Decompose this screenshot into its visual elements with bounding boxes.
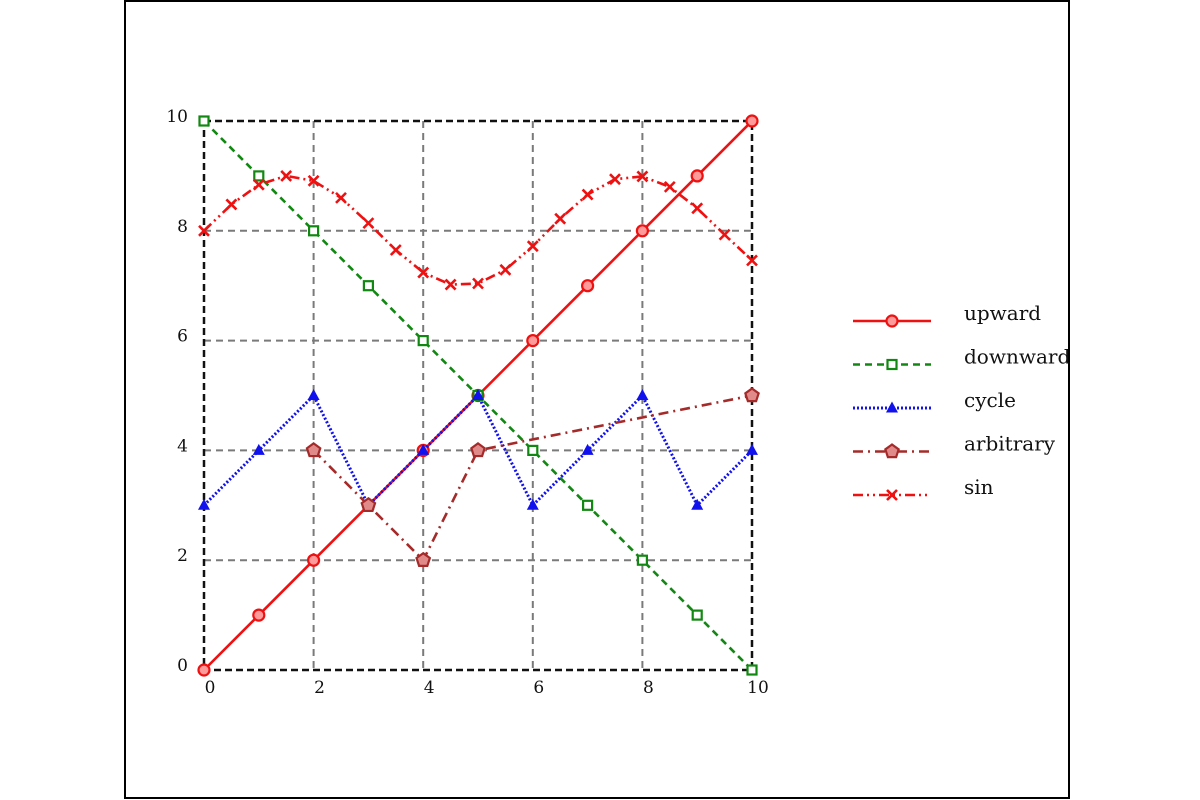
tick-labels: 0 2 4 6 8 10 0 2 4 6 8 10	[166, 107, 768, 698]
legend-label: upward	[964, 301, 1041, 325]
data-point	[308, 225, 320, 237]
x-tick-label: 0	[205, 678, 216, 698]
data-point	[746, 664, 758, 676]
data-point	[746, 254, 758, 267]
series-line-4	[203, 174, 753, 286]
data-point	[252, 608, 266, 622]
data-point	[253, 170, 265, 182]
data-point	[636, 389, 649, 400]
data-point	[554, 212, 567, 225]
data-point	[305, 442, 322, 458]
data-point	[417, 266, 430, 279]
data-point	[307, 553, 321, 567]
data-point	[362, 217, 375, 230]
data-point	[470, 442, 486, 458]
data-point	[526, 498, 539, 510]
data-point	[417, 443, 430, 455]
data-point	[198, 115, 210, 127]
series-3	[305, 387, 760, 567]
data-point	[472, 389, 484, 400]
x-tick-label: 10	[747, 678, 769, 698]
x-tick-label: 2	[314, 678, 325, 698]
data-point	[225, 198, 238, 211]
legend-marker	[885, 314, 899, 328]
legend-entry-0: upward	[853, 301, 1041, 328]
data-point	[663, 180, 676, 193]
x-tick-label: 4	[424, 678, 435, 698]
data-point	[636, 170, 649, 183]
data-point	[335, 191, 347, 204]
data-point	[580, 279, 595, 293]
legend-entry-1: downward	[853, 345, 1070, 371]
y-tick-label: 2	[177, 546, 188, 566]
data-point	[444, 278, 457, 291]
legend-label: arbitrary	[964, 432, 1056, 456]
series-4	[198, 169, 758, 291]
x-tick-label: 6	[533, 678, 544, 698]
legend-marker	[886, 358, 898, 371]
data-point	[198, 498, 210, 510]
y-tick-label: 4	[177, 436, 188, 456]
y-tick-label: 10	[166, 107, 188, 127]
data-point	[581, 188, 594, 201]
legend-marker	[886, 401, 898, 413]
legend-entry-4: sin	[853, 475, 994, 501]
data-point	[417, 335, 429, 347]
data-point	[415, 551, 432, 567]
legend-label: downward	[964, 345, 1070, 369]
data-point	[360, 496, 377, 513]
data-point	[280, 169, 293, 182]
legend-label: sin	[964, 475, 994, 499]
data-point	[197, 663, 211, 677]
data-point	[744, 387, 760, 403]
plot-area-frame	[202, 119, 754, 672]
data-point	[389, 244, 402, 256]
data-point	[609, 173, 621, 186]
series-layer	[197, 114, 760, 677]
data-point	[307, 174, 320, 187]
legend-marker	[886, 489, 898, 501]
x-tick-label: 8	[643, 678, 654, 698]
data-point	[581, 499, 594, 511]
data-point	[581, 443, 594, 455]
y-tick-label: 6	[177, 327, 188, 347]
data-point	[198, 224, 210, 237]
data-point	[636, 554, 649, 566]
data-point	[690, 169, 704, 183]
data-point	[499, 263, 512, 276]
data-point	[527, 444, 539, 456]
data-point	[691, 202, 704, 215]
data-point	[472, 277, 484, 290]
data-point	[307, 389, 320, 400]
data-point	[691, 609, 703, 621]
data-point	[526, 334, 540, 348]
y-tick-label: 8	[177, 217, 188, 237]
legend-entry-3: arbitrary	[853, 432, 1056, 459]
legend-entry-2: cycle	[853, 388, 1016, 413]
data-point	[745, 114, 759, 128]
y-tick-label: 0	[177, 656, 188, 676]
data-point	[252, 178, 265, 191]
data-point	[691, 498, 704, 510]
figure-border	[124, 0, 1070, 799]
data-point	[252, 443, 265, 455]
legend: upward downward cycle arbitrary sin	[853, 301, 1070, 501]
data-point	[526, 240, 539, 253]
grid	[204, 121, 752, 670]
data-point	[746, 443, 758, 455]
data-point	[718, 228, 731, 241]
data-point	[362, 280, 374, 292]
legend-label: cycle	[964, 388, 1016, 412]
legend-marker	[884, 443, 900, 459]
data-point	[635, 224, 650, 238]
